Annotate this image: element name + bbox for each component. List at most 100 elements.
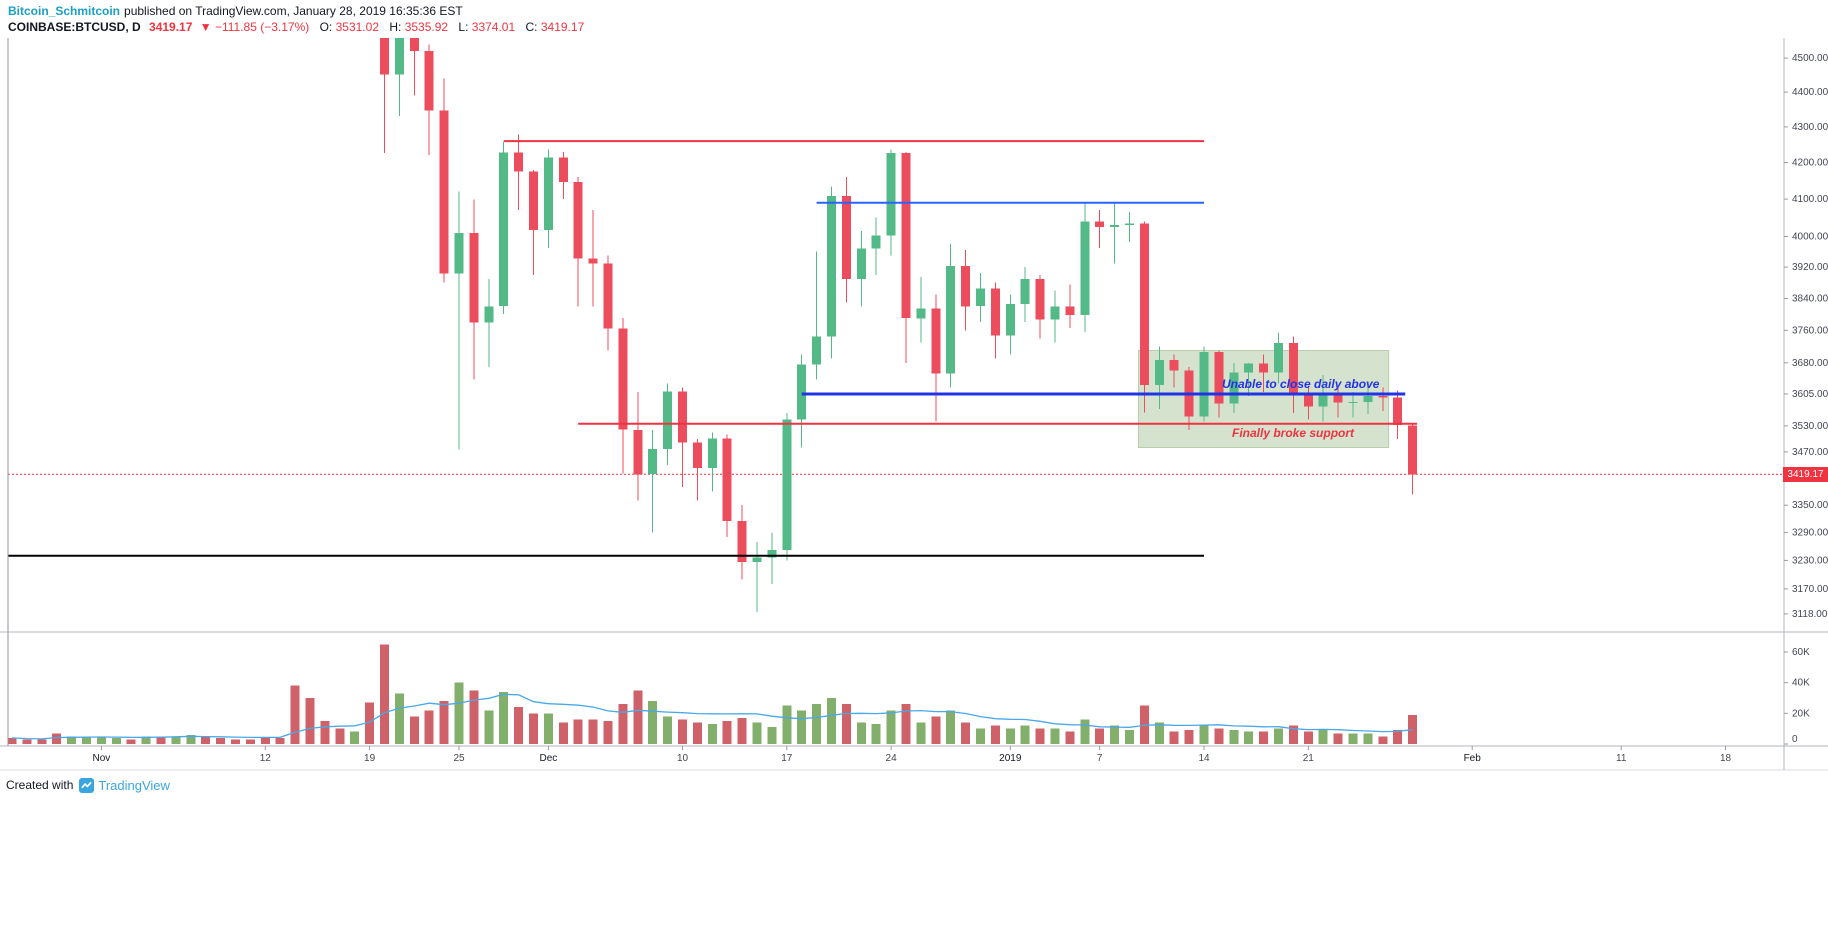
volume-bar [1408, 714, 1418, 744]
volume-bar [827, 698, 836, 744]
open-label: O: [319, 20, 333, 34]
volume-bar [663, 716, 673, 744]
last-price-badge: 3419.17 [1783, 466, 1828, 482]
volume-bar [841, 704, 851, 744]
price-tick-label: 3118.00 [1792, 609, 1828, 620]
volume-bar [1005, 728, 1015, 744]
time-tick-label: 11 [1616, 753, 1627, 764]
low-value: 3374.01 [471, 20, 516, 34]
volume-bar [1214, 728, 1224, 744]
volume-bar [901, 704, 911, 744]
time-axis[interactable] [8, 746, 1784, 770]
price-tick-label: 3840.00 [1792, 293, 1828, 304]
volume-bar [380, 644, 389, 744]
price-tick-label: 4500.00 [1792, 53, 1828, 64]
publish-info: Bitcoin_Schmitcoin published on TradingVi… [8, 4, 463, 18]
price-tick-label: 3680.00 [1792, 358, 1828, 369]
volume-bar [797, 710, 807, 744]
price-axis[interactable] [1784, 38, 1828, 770]
candle-body [573, 182, 583, 259]
symbol-name: COINBASE:BTCUSD, D [8, 20, 141, 34]
candle-body [618, 328, 628, 430]
price-tick-label: 4300.00 [1792, 122, 1828, 133]
candle-body [976, 288, 985, 307]
last-price: 3419.17 [149, 20, 193, 34]
volume-bar [260, 737, 270, 744]
volume-bar [529, 713, 538, 744]
tradingview-brand[interactable]: TradingView [98, 777, 170, 793]
price-tick-label: 3530.00 [1792, 421, 1828, 432]
candle-body [1125, 223, 1134, 226]
volume-bar [916, 722, 926, 744]
volume-bar [633, 690, 643, 744]
candle-body [990, 288, 1000, 336]
volume-bar [1259, 731, 1269, 744]
volume-bar [1125, 730, 1134, 744]
candle-body [737, 521, 747, 562]
volume-bar [305, 698, 315, 744]
candle-body [1348, 402, 1358, 403]
volume-bar [812, 704, 822, 744]
volume-bar [976, 728, 985, 744]
candle-body [394, 38, 404, 75]
candle-body [797, 364, 807, 420]
candle-body [1303, 395, 1313, 407]
candle-body [886, 153, 896, 236]
candle-body [1274, 343, 1283, 373]
volume-bar [990, 725, 1000, 744]
high-value: 3535.92 [404, 20, 449, 34]
time-tick-label: Nov [93, 753, 111, 764]
volume-bar [767, 727, 777, 744]
main-chart-pane[interactable] [8, 38, 1784, 632]
volume-bar [350, 731, 360, 744]
volume-pane[interactable] [8, 632, 1784, 746]
candle-body [424, 51, 434, 111]
tradingview-logo-icon[interactable] [79, 777, 95, 793]
volume-bar [1035, 728, 1045, 744]
volume-bar [111, 737, 121, 744]
candle-body [827, 195, 836, 337]
candle-body [1318, 394, 1328, 407]
candle-body [1050, 306, 1060, 320]
volume-bar [96, 736, 106, 744]
candle-body [663, 391, 673, 450]
candle-body [1214, 352, 1224, 404]
candle-body [1035, 278, 1045, 320]
candle-body [678, 391, 687, 443]
symbol-legend: COINBASE:BTCUSD, D 3419.17 ▼ −111.85 (−3… [8, 20, 584, 34]
volume-bar [886, 710, 896, 744]
volume-bar [678, 719, 687, 744]
price-tick-label: 4200.00 [1792, 158, 1828, 169]
volume-bar [484, 710, 494, 744]
time-tick-label: 19 [364, 753, 376, 764]
candle-body [782, 419, 792, 551]
price-tick-label: 3605.00 [1792, 389, 1828, 400]
volume-bar [409, 716, 419, 744]
volume-bar [1110, 725, 1120, 744]
volume-bar [290, 685, 300, 744]
volume-bar [1184, 730, 1194, 744]
volume-bar [543, 713, 553, 744]
volume-bar [7, 737, 17, 744]
candle-body [767, 550, 777, 558]
price-tick-label: 3350.00 [1792, 500, 1828, 511]
price-tick-label: 4100.00 [1792, 194, 1828, 205]
volume-tick-label: 40K [1792, 678, 1810, 689]
candle-body [931, 308, 941, 374]
candle-body [1393, 397, 1403, 425]
price-tick-label: 4400.00 [1792, 87, 1828, 98]
author-name[interactable]: Bitcoin_Schmitcoin [8, 4, 121, 18]
candle-body [692, 442, 702, 469]
candle-body [1333, 394, 1343, 403]
time-tick-label: 25 [453, 753, 465, 764]
candle-body [1408, 425, 1418, 475]
candle-body [499, 152, 509, 307]
volume-bar [1244, 731, 1254, 744]
candle-body [1080, 221, 1090, 315]
volume-ma-line [11, 693, 1413, 740]
volume-bar [871, 724, 881, 744]
volume-bar [231, 739, 240, 744]
time-tick-label: 2019 [999, 753, 1022, 764]
volume-bar [961, 722, 971, 744]
candle-body [722, 438, 732, 522]
